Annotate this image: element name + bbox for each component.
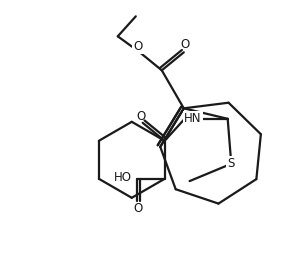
Text: O: O <box>133 40 142 53</box>
Text: O: O <box>136 110 145 123</box>
Text: S: S <box>228 157 235 170</box>
Text: HN: HN <box>184 112 202 125</box>
Text: HO: HO <box>114 171 132 184</box>
Text: O: O <box>133 202 142 215</box>
Text: O: O <box>180 38 189 51</box>
